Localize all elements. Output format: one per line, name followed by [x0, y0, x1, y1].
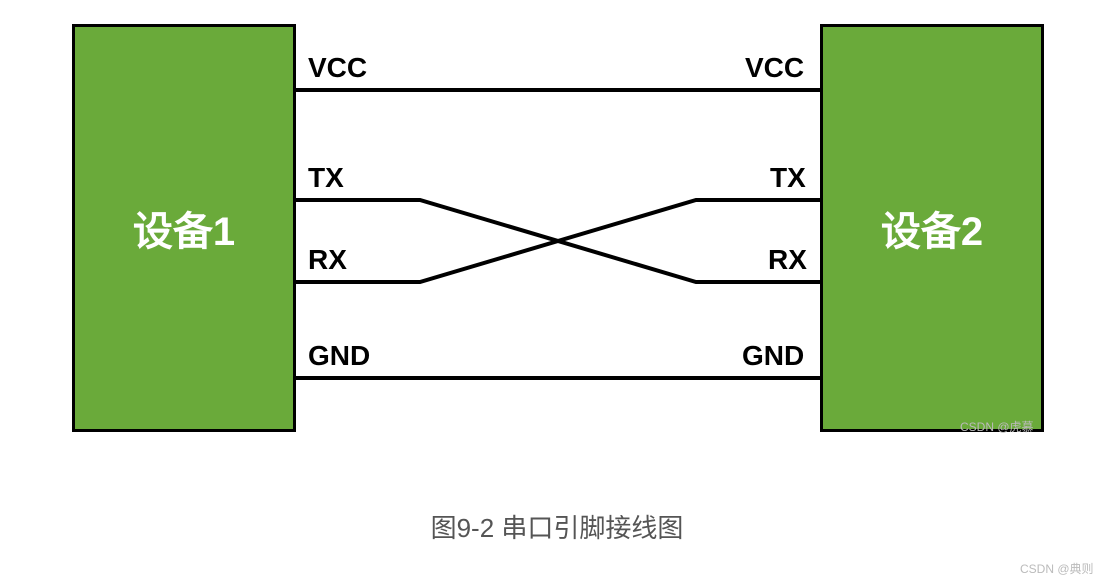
pin-right-gnd: GND — [742, 340, 804, 372]
device-1-box: 设备1 — [72, 24, 296, 432]
watermark-2: CSDN @典则 — [1020, 560, 1094, 577]
pin-right-vcc: VCC — [745, 52, 804, 84]
pin-right-tx: TX — [770, 162, 806, 194]
pin-left-gnd: GND — [308, 340, 370, 372]
pin-right-rx: RX — [768, 244, 807, 276]
wire-rx-to-tx — [296, 200, 820, 282]
pin-left-rx: RX — [308, 244, 347, 276]
pin-left-vcc: VCC — [308, 52, 367, 84]
device-2-box: 设备2 — [820, 24, 1044, 432]
figure-caption: 图9-2 串口引脚接线图 — [0, 508, 1114, 545]
pin-left-tx: TX — [308, 162, 344, 194]
device-1-label: 设备1 — [133, 199, 235, 257]
watermark-1: CSDN @虎慕 — [960, 418, 1034, 435]
device-2-label: 设备2 — [881, 199, 983, 257]
serial-wiring-diagram: 设备1 设备2 VCC TX RX GND VCC TX RX GND 图9-2… — [0, 0, 1114, 578]
